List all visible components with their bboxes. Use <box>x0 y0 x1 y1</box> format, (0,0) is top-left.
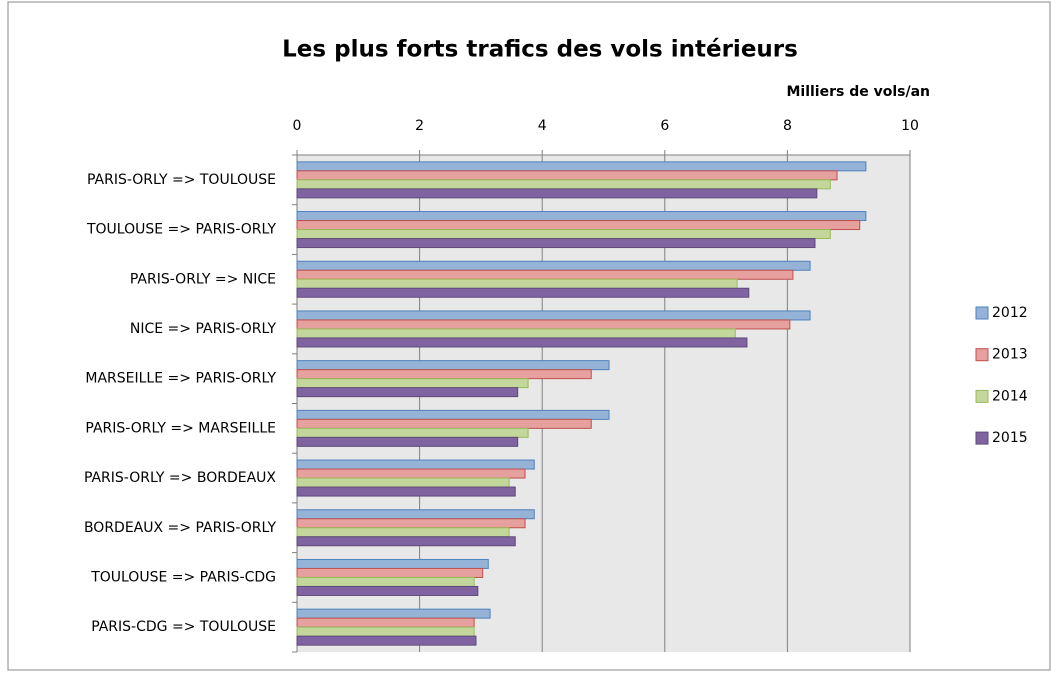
bar <box>296 170 838 181</box>
bar <box>296 626 475 637</box>
y-tick-label: PARIS-CDG => TOULOUSE <box>91 619 276 635</box>
bar <box>296 436 519 447</box>
bar <box>296 179 831 190</box>
x-tick-label: 8 <box>783 118 792 134</box>
legend-swatch <box>975 431 989 445</box>
bar <box>296 468 526 479</box>
bar <box>296 278 738 289</box>
bar <box>296 378 529 389</box>
y-tick-label: TOULOUSE => PARIS-ORLY <box>86 222 276 238</box>
chart-title: Les plus forts trafics des vols intérieu… <box>282 37 798 63</box>
legend-label: 2013 <box>992 347 1028 363</box>
x-tick-label: 0 <box>293 118 302 134</box>
bar <box>296 418 592 429</box>
x-tick-label: 2 <box>415 118 424 134</box>
bar <box>296 427 529 438</box>
legend-swatch <box>975 348 989 362</box>
legend-swatch <box>975 389 989 403</box>
bar <box>296 387 519 398</box>
y-tick-label: PARIS-ORLY => BORDEAUX <box>84 470 276 486</box>
bar <box>296 161 867 172</box>
y-tick-label: NICE => PARIS-ORLY <box>130 321 277 337</box>
legend-label: 2014 <box>992 388 1028 404</box>
bar <box>296 558 489 569</box>
bar <box>296 477 510 488</box>
bar <box>296 527 510 538</box>
bar <box>296 287 750 298</box>
bar <box>296 617 475 628</box>
bar <box>296 509 535 520</box>
y-tick-label: TOULOUSE => PARIS-CDG <box>90 569 276 585</box>
bar <box>296 518 526 529</box>
bar <box>296 319 791 330</box>
bar <box>296 576 475 587</box>
bar <box>296 260 811 271</box>
bar <box>296 269 794 280</box>
legend-label: 2012 <box>992 305 1028 321</box>
y-tick-label: PARIS-ORLY => MARSEILLE <box>85 420 276 436</box>
y-tick-label: BORDEAUX => PARIS-ORLY <box>84 520 277 536</box>
bar <box>296 337 748 348</box>
bar <box>296 229 831 240</box>
x-tick-label: 4 <box>538 118 547 134</box>
bar <box>296 328 736 339</box>
bar <box>296 220 861 231</box>
x-tick-label: 6 <box>660 118 669 134</box>
bar <box>296 409 610 420</box>
y-tick-label: PARIS-ORLY => TOULOUSE <box>87 172 276 188</box>
bar <box>296 369 592 380</box>
y-tick-label: PARIS-ORLY => NICE <box>130 271 276 287</box>
bar <box>296 536 516 547</box>
x-axis-label: Milliers de vols/an <box>786 84 930 100</box>
bar <box>296 188 818 199</box>
bar <box>296 238 816 249</box>
bar <box>296 360 610 371</box>
x-tick-label: 10 <box>901 118 919 134</box>
bar <box>296 486 516 497</box>
bar <box>296 608 491 619</box>
legend-swatch <box>975 306 989 320</box>
bar <box>296 459 535 470</box>
bar <box>296 585 479 596</box>
legend-label: 2015 <box>992 430 1028 446</box>
bar <box>296 211 867 222</box>
bar <box>296 635 477 646</box>
bar <box>296 310 811 321</box>
y-tick-label: MARSEILLE => PARIS-ORLY <box>85 371 276 387</box>
bar <box>296 567 484 578</box>
